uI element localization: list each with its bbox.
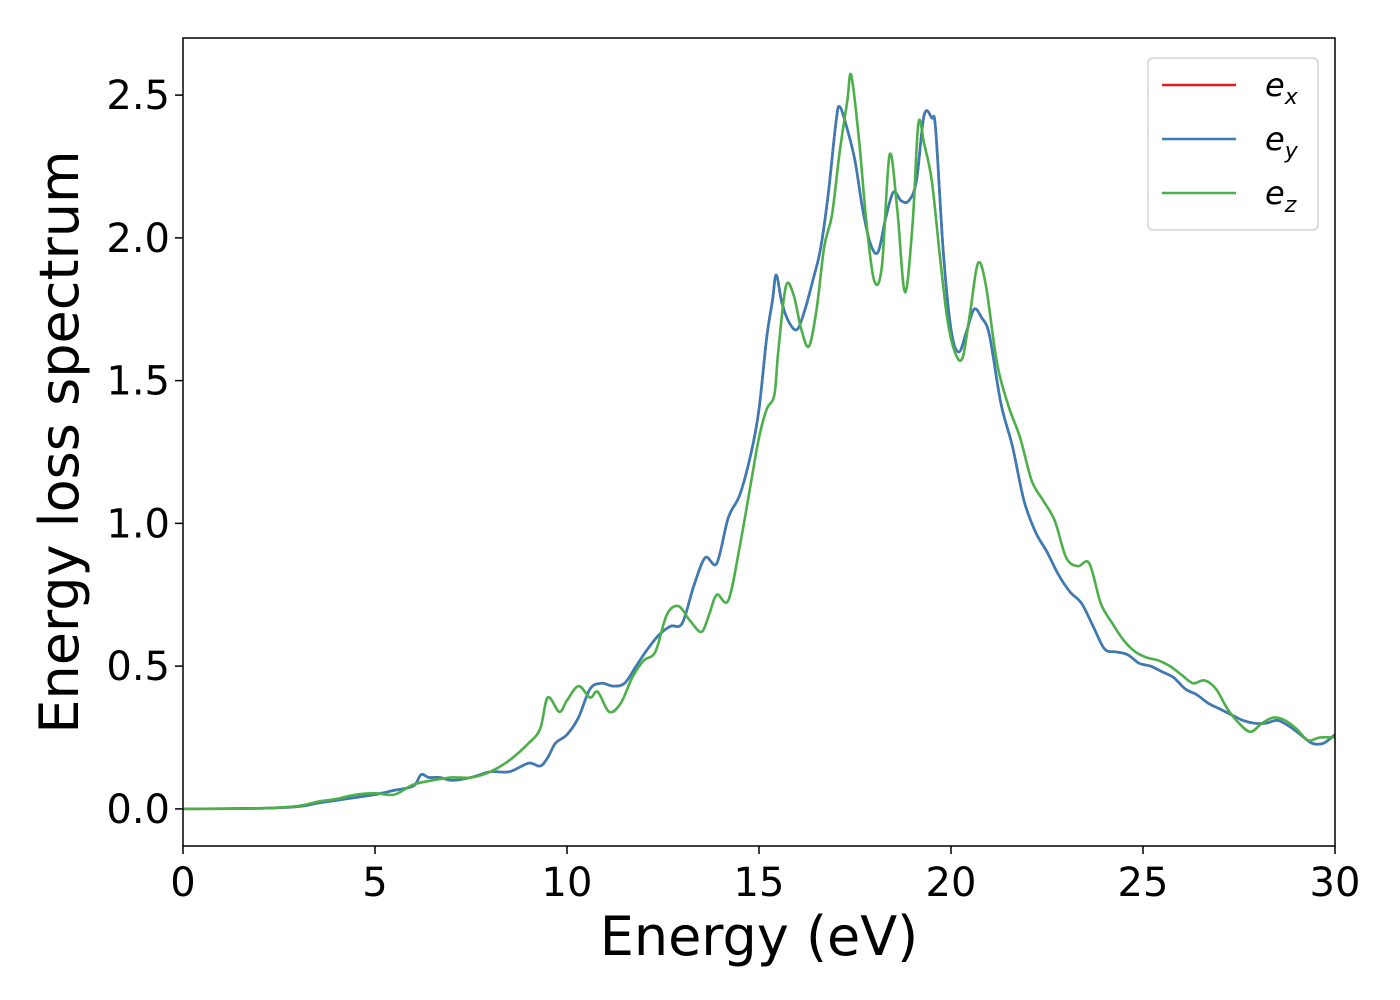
- y-tick-label: 0.5: [106, 644, 170, 690]
- x-tick-label: 15: [734, 860, 785, 906]
- y-tick-label: 2.0: [106, 216, 170, 262]
- legend: ex ey ez: [1147, 57, 1319, 231]
- legend-label-ey: ey: [1265, 120, 1299, 164]
- y-tick-label: 2.5: [106, 73, 170, 119]
- y-tick-label: 1.5: [106, 359, 170, 405]
- y-axis: 0.0 0.5 1.0 1.5 2.0 2.5: [106, 73, 183, 833]
- x-tick-label: 0: [170, 860, 195, 906]
- x-tick-label: 30: [1310, 860, 1361, 906]
- legend-label-ez: ez: [1265, 174, 1297, 218]
- x-axis: 0 5 10 15 20 25 30: [170, 846, 1360, 906]
- plot-lines: [183, 72, 1335, 811]
- series-line-ez: [183, 72, 1335, 811]
- y-tick-label: 0.0: [106, 787, 170, 833]
- x-tick-label: 20: [926, 860, 977, 906]
- y-axis-label: Energy loss spectrum: [28, 150, 91, 733]
- x-tick-label: 5: [362, 860, 387, 906]
- legend-label-ex: ex: [1265, 66, 1299, 110]
- y-tick-label: 1.0: [106, 501, 170, 547]
- legend-box: [1147, 57, 1319, 231]
- x-tick-label: 25: [1118, 860, 1169, 906]
- x-axis-label: Energy (eV): [600, 905, 919, 968]
- x-tick-label: 10: [542, 860, 593, 906]
